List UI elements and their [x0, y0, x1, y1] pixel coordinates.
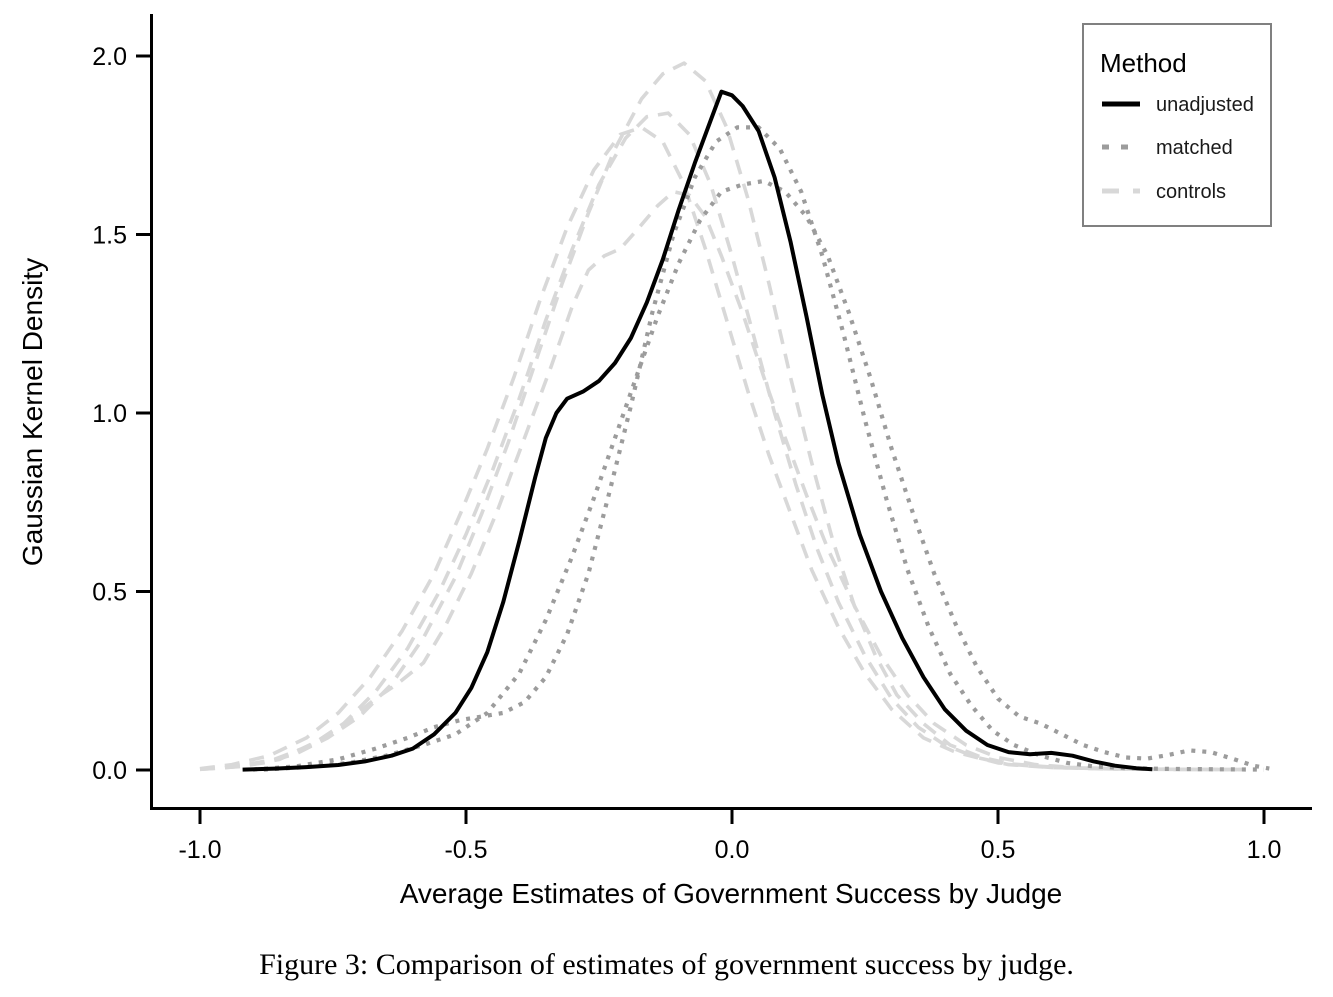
curve-unadjusted: [242, 89, 1153, 772]
figure-caption: Figure 3: Comparison of estimates of gov…: [259, 948, 1074, 981]
x-axis-title: Average Estimates of Government Success …: [400, 878, 1062, 909]
x-tick-label: 0.0: [715, 836, 750, 864]
legend-label-controls: controls: [1156, 181, 1226, 203]
y-tick-label: 2.0: [92, 43, 127, 71]
x-tick-label: -0.5: [444, 836, 487, 864]
y-axis-title: Gaussian Kernel Density: [17, 258, 48, 566]
curve-controls-4: [199, 125, 1211, 772]
legend-label-matched: matched: [1156, 137, 1233, 159]
y-tick-label: 0.5: [92, 579, 127, 607]
curve-matched-1: [253, 125, 1265, 772]
y-tick-label: 1.0: [92, 400, 127, 428]
y-tick-label: 1.5: [92, 222, 127, 250]
curve-controls-3: [199, 189, 1238, 772]
curve-controls-1: [199, 61, 1243, 772]
y-tick-label: 0.0: [92, 757, 127, 785]
legend: Method unadjusted matched controls: [1082, 23, 1272, 227]
curve-controls-2: [199, 111, 1254, 772]
legend-label-unadjusted: unadjusted: [1156, 94, 1254, 116]
x-tick-label: 1.0: [1247, 836, 1282, 864]
legend-title: Method: [1100, 48, 1187, 78]
curves: [199, 61, 1270, 772]
x-tick-label: -1.0: [178, 836, 221, 864]
x-tick-label: 0.5: [981, 836, 1016, 864]
axes: -1.0 -0.5 0.0 0.5 1.0 0.0 0.5 1.0 1.5 2.0: [92, 14, 1312, 864]
